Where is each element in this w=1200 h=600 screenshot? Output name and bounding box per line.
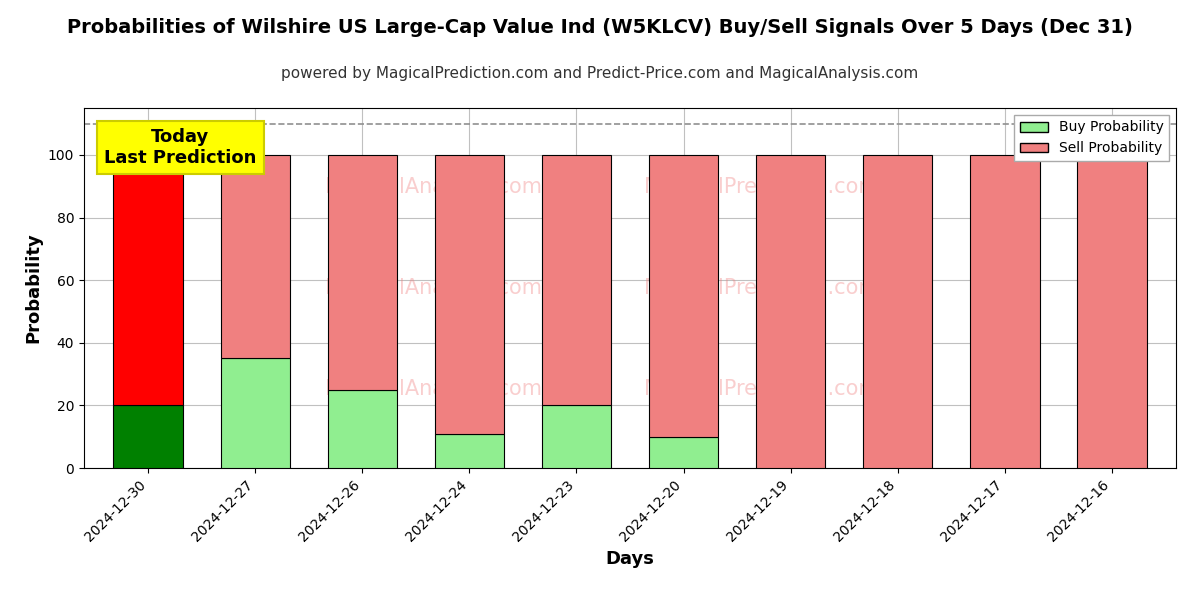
Bar: [649, 437, 719, 468]
Bar: [328, 390, 397, 468]
X-axis label: Days: Days: [606, 550, 654, 568]
Text: MagicalPrediction.com: MagicalPrediction.com: [643, 379, 878, 399]
Bar: [434, 434, 504, 468]
Text: powered by MagicalPrediction.com and Predict-Price.com and MagicalAnalysis.com: powered by MagicalPrediction.com and Pre…: [281, 66, 919, 81]
Text: MagicalPrediction.com: MagicalPrediction.com: [643, 278, 878, 298]
Bar: [541, 406, 611, 468]
Text: MagicalAnalysis.com: MagicalAnalysis.com: [325, 278, 542, 298]
Bar: [756, 155, 826, 468]
Bar: [114, 155, 184, 406]
Bar: [328, 155, 397, 390]
Bar: [114, 406, 184, 468]
Legend: Buy Probability, Sell Probability: Buy Probability, Sell Probability: [1014, 115, 1169, 161]
Text: Today
Last Prediction: Today Last Prediction: [104, 128, 257, 167]
Text: MagicalPrediction.com: MagicalPrediction.com: [643, 177, 878, 197]
Text: Probabilities of Wilshire US Large-Cap Value Ind (W5KLCV) Buy/Sell Signals Over : Probabilities of Wilshire US Large-Cap V…: [67, 18, 1133, 37]
Y-axis label: Probability: Probability: [24, 233, 42, 343]
Bar: [541, 155, 611, 406]
Bar: [1076, 155, 1146, 468]
Bar: [221, 155, 290, 358]
Bar: [434, 155, 504, 434]
Text: MagicalAnalysis.com: MagicalAnalysis.com: [325, 379, 542, 399]
Bar: [649, 155, 719, 437]
Text: MagicalAnalysis.com: MagicalAnalysis.com: [325, 177, 542, 197]
Bar: [970, 155, 1039, 468]
Bar: [221, 358, 290, 468]
Bar: [863, 155, 932, 468]
